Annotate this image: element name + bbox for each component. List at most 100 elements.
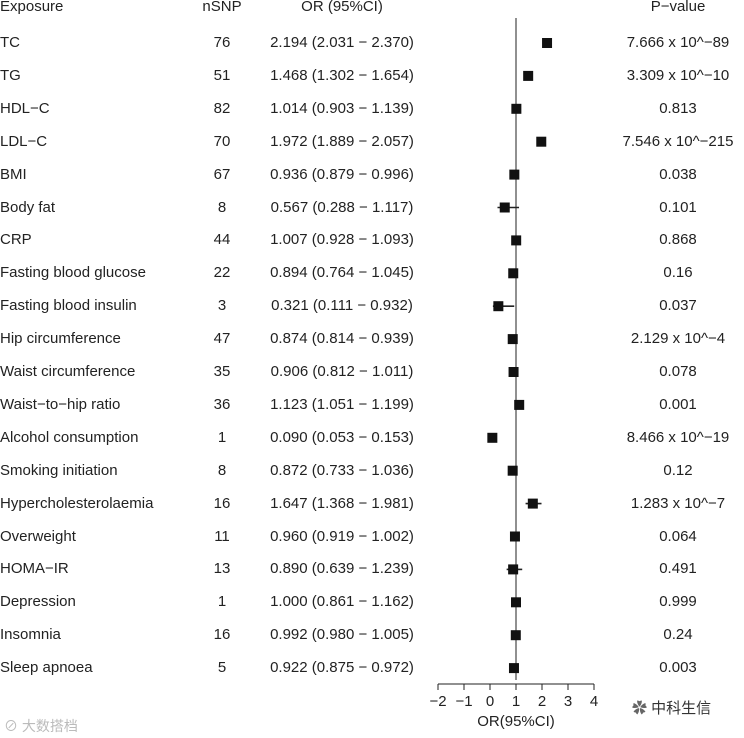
row-nsnp: 5 — [217, 659, 227, 677]
row-nsnp: 1 — [217, 593, 227, 611]
point-marker — [508, 367, 519, 377]
row-pvalue: 0.12 — [663, 461, 693, 479]
row-exposure: Depression — [0, 593, 76, 611]
point-marker — [511, 597, 521, 608]
header-exposure: Exposure — [0, 0, 64, 15]
point-marker — [507, 465, 518, 476]
point-marker — [511, 235, 522, 246]
row-exposure: TC — [0, 34, 20, 51]
row-or-text: 0.992 (0.980 − 1.005) — [270, 626, 414, 644]
row-exposure: CRP — [0, 231, 32, 249]
row-or-text: 1.007 (0.928 − 1.093) — [270, 231, 414, 249]
row-pvalue: 0.16 — [663, 264, 693, 282]
header-pvalue: P−value — [650, 0, 706, 15]
row-pvalue: 8.466 x 10^−19 — [626, 428, 730, 446]
row-pvalue: 0.999 — [659, 593, 697, 611]
x-tick-label: −1 — [455, 693, 472, 710]
x-tick-label: 1 — [512, 693, 520, 710]
row-pvalue: 0.868 — [659, 231, 697, 249]
row-pvalue: 1.283 x 10^−7 — [630, 494, 726, 512]
watermark-right: ✿ 中科生信 — [632, 700, 712, 717]
row-pvalue: 0.491 — [659, 560, 697, 578]
row-or-text: 1.468 (1.302 − 1.654) — [270, 66, 414, 84]
x-axis-label: OR(95%CI) — [477, 713, 555, 730]
point-marker — [493, 301, 504, 312]
row-exposure: HOMA−IR — [0, 560, 69, 578]
x-tick-label: 0 — [486, 693, 494, 710]
row-or-text: 0.890 (0.639 − 1.239) — [270, 560, 414, 578]
row-or-text: 0.960 (0.919 − 1.002) — [270, 527, 414, 545]
row-nsnp: 67 — [213, 165, 231, 183]
row-exposure: Fasting blood insulin — [0, 297, 137, 315]
point-marker — [508, 663, 519, 674]
row-nsnp: 44 — [213, 231, 231, 249]
row-nsnp: 1 — [217, 428, 227, 446]
row-exposure: Hypercholesterolaemia — [0, 494, 154, 512]
row-pvalue: 0.813 — [659, 99, 697, 117]
row-or-text: 1.000 (0.861 − 1.162) — [270, 593, 414, 611]
row-or-text: 1.972 (1.889 − 2.057) — [270, 132, 414, 150]
row-or-text: 0.567 (0.288 − 1.117) — [270, 198, 414, 216]
row-exposure: Insomnia — [0, 626, 61, 644]
row-or-text: 0.321 (0.111 − 0.932) — [271, 297, 413, 315]
point-marker — [527, 498, 538, 509]
row-or-text: 2.194 (2.031 − 2.370) — [270, 34, 414, 51]
row-exposure: Body fat — [0, 198, 56, 216]
row-exposure: Waist−to−hip ratio — [0, 395, 121, 413]
x-tick-label: −2 — [429, 693, 446, 710]
row-exposure: Waist circumference — [0, 363, 136, 380]
row-nsnp: 8 — [217, 198, 227, 216]
point-marker — [507, 334, 518, 345]
point-marker — [487, 432, 498, 443]
row-pvalue: 0.101 — [659, 198, 697, 216]
row-pvalue: 0.078 — [659, 363, 697, 380]
row-nsnp: 13 — [213, 560, 231, 578]
row-exposure: Sleep apnoea — [0, 659, 93, 677]
row-nsnp: 70 — [213, 132, 231, 150]
row-pvalue: 0.24 — [663, 626, 693, 644]
row-nsnp: 36 — [213, 395, 231, 413]
watermark-logo-icon: ⊘ — [4, 718, 22, 734]
row-nsnp: 16 — [213, 494, 231, 512]
row-exposure: TG — [0, 66, 21, 84]
wechat-icon: ✿ — [632, 700, 652, 717]
point-marker — [508, 564, 519, 575]
row-nsnp: 76 — [213, 34, 231, 51]
header-or: OR (95%CI) — [301, 0, 383, 15]
point-marker — [542, 38, 553, 48]
row-or-text: 0.872 (0.733 − 1.036) — [270, 461, 414, 479]
row-pvalue: 3.309 x 10^−10 — [626, 66, 730, 84]
row-exposure: LDL−C — [0, 132, 48, 150]
row-or-text: 0.922 (0.875 − 0.972) — [270, 659, 414, 677]
row-nsnp: 51 — [213, 66, 231, 84]
row-or-text: 1.647 (1.368 − 1.981) — [270, 494, 414, 512]
row-exposure: Overweight — [0, 527, 76, 545]
row-exposure: Smoking initiation — [0, 461, 118, 479]
x-tick-label: 3 — [564, 693, 572, 710]
row-or-text: 0.936 (0.879 − 0.996) — [270, 165, 414, 183]
watermark-left: ⊘ 大数搭档 — [4, 718, 78, 734]
row-or-text: 1.014 (0.903 − 1.139) — [270, 99, 414, 117]
row-pvalue: 0.038 — [659, 165, 697, 183]
point-marker — [523, 70, 534, 81]
row-pvalue: 0.037 — [659, 297, 697, 315]
row-nsnp: 11 — [214, 527, 230, 545]
point-marker — [509, 531, 520, 542]
row-nsnp: 35 — [213, 363, 231, 380]
row-exposure: Alcohol consumption — [0, 428, 139, 446]
point-marker — [514, 399, 525, 410]
point-marker — [499, 202, 510, 213]
point-marker — [536, 136, 547, 147]
point-marker — [509, 169, 520, 180]
row-or-text: 0.874 (0.814 − 0.939) — [270, 330, 414, 348]
row-pvalue: 0.001 — [659, 395, 697, 413]
row-nsnp: 47 — [213, 330, 231, 348]
row-pvalue: 7.666 x 10^−89 — [626, 34, 730, 51]
row-exposure: Hip circumference — [0, 330, 121, 348]
row-exposure: HDL−C — [0, 99, 50, 117]
row-or-text: 1.123 (1.051 − 1.199) — [270, 395, 414, 413]
row-pvalue: 0.003 — [659, 659, 697, 677]
row-nsnp: 8 — [217, 461, 227, 479]
row-exposure: Fasting blood glucose — [0, 264, 146, 282]
